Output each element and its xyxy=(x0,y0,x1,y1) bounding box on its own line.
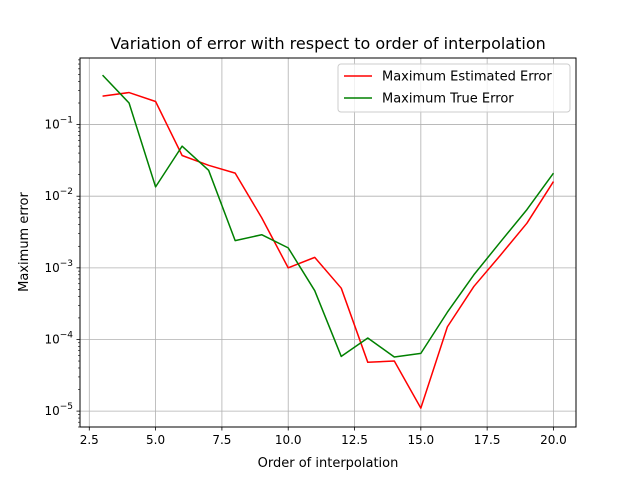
legend-label: Maximum True Error xyxy=(382,92,514,107)
legend: Maximum Estimated Error Maximum True Erro… xyxy=(337,63,571,113)
series-lines xyxy=(102,74,555,409)
x-tick-label: 2.5 xyxy=(80,433,99,447)
y-tick-label: 10−3 xyxy=(44,259,73,275)
x-tick-label: 20.0 xyxy=(540,433,567,447)
y-tick-label: 10−2 xyxy=(44,187,73,203)
series-line-true-error xyxy=(102,74,555,358)
series-line-estimated-error xyxy=(102,91,555,409)
legend-box xyxy=(337,63,571,113)
x-tick-label: 12.5 xyxy=(341,433,368,447)
grid xyxy=(80,58,576,427)
x-axis-ticks: 2.5 5.0 7.5 10.0 12.5 15.0 17.5 20.0 xyxy=(80,427,567,447)
x-tick-label: 15.0 xyxy=(407,433,434,447)
y-tick-label: 10−4 xyxy=(44,330,73,346)
y-tick-label: 10−5 xyxy=(44,402,73,418)
x-axis-label: Order of interpolation xyxy=(258,456,399,471)
y-axis-ticks: 10−5 10−4 10−3 10−2 10−1 xyxy=(44,59,80,428)
x-tick-label: 7.5 xyxy=(212,433,231,447)
chart-title: Variation of error with respect to order… xyxy=(110,34,546,53)
y-axis-label: Maximum error xyxy=(17,192,32,292)
x-tick-label: 10.0 xyxy=(275,433,302,447)
plot-frame xyxy=(79,57,577,428)
x-tick-label: 17.5 xyxy=(474,433,501,447)
legend-label: Maximum Estimated Error xyxy=(382,70,552,85)
x-tick-label: 5.0 xyxy=(146,433,165,447)
y-tick-label: 10−1 xyxy=(44,116,73,132)
